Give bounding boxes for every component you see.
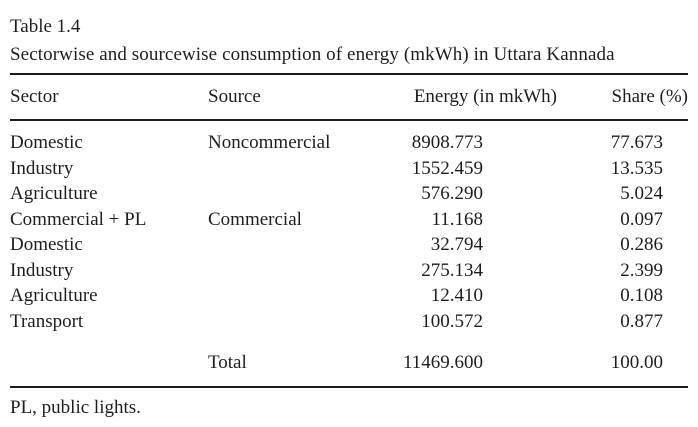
cell-share: 2.399	[620, 259, 663, 281]
col-header-share: Share (%)	[611, 86, 689, 107]
cell-source	[208, 156, 358, 182]
cell-total-energy: 11469.600	[358, 334, 557, 388]
cell-energy: 12.410	[430, 285, 483, 306]
cell-source	[208, 258, 358, 284]
cell-source: Commercial	[208, 208, 302, 230]
table-body: Domestic Noncommercial 8908.773 77.673 I…	[10, 120, 688, 388]
cell-source	[208, 309, 358, 335]
cell-sector: Agriculture	[10, 285, 98, 306]
table-label: Table 1.4	[10, 16, 81, 37]
cell-energy: 1552.459	[411, 157, 483, 179]
cell-share: 0.108	[620, 285, 663, 306]
cell-sector: Transport	[10, 310, 84, 332]
cell-share: 0.877	[620, 310, 663, 332]
energy-consumption-table: Sector Source Energy (in mkWh) Share (%)…	[10, 73, 688, 388]
cell-source	[208, 232, 358, 258]
cell-total-label: Total	[208, 334, 358, 388]
table-row: Industry 275.134 2.399	[10, 258, 688, 284]
cell-source	[208, 283, 358, 309]
cell-share: 5.024	[620, 183, 663, 204]
col-header-source: Source	[208, 86, 261, 107]
cell-sector: Domestic	[10, 132, 83, 153]
table-row: Domestic Noncommercial 8908.773 77.673	[10, 120, 688, 156]
table-title: Sectorwise and sourcewise consumption of…	[10, 44, 615, 65]
cell-sector: Agriculture	[10, 183, 98, 204]
table-header: Sector Source Energy (in mkWh) Share (%)	[10, 74, 688, 120]
cell-source: Noncommercial	[208, 132, 331, 153]
cell-sector: Industry	[10, 259, 74, 281]
cell-energy: 11.168	[431, 208, 483, 230]
cell-sector: Commercial + PL	[10, 208, 147, 230]
header-row: Sector Source Energy (in mkWh) Share (%)	[10, 74, 688, 120]
table-row: Industry 1552.459 13.535	[10, 156, 688, 182]
cell-total-share: 100.00	[557, 334, 688, 388]
cell-share: 0.286	[620, 234, 663, 255]
table-row: Agriculture 12.410 0.108	[10, 283, 688, 309]
total-row: Total 11469.600 100.00	[10, 334, 688, 388]
col-header-sector: Sector	[10, 86, 59, 107]
cell-sector: Industry	[10, 157, 74, 179]
cell-energy: 100.572	[421, 310, 483, 332]
cell-energy: 32.794	[430, 234, 483, 255]
cell-energy: 275.134	[421, 259, 483, 281]
cell-sector: Domestic	[10, 234, 83, 255]
table-footnote: PL, public lights.	[10, 396, 141, 418]
cell-share: 77.673	[610, 132, 663, 153]
cell-energy: 576.290	[421, 183, 483, 204]
table-row: Domestic 32.794 0.286	[10, 232, 688, 258]
table-row: Agriculture 576.290 5.024	[10, 181, 688, 207]
table-row: Commercial + PL Commercial 11.168 0.097	[10, 207, 688, 233]
table-row: Transport 100.572 0.877	[10, 309, 688, 335]
cell-share: 0.097	[620, 208, 663, 230]
cell-source	[208, 181, 358, 207]
cell-energy: 8908.773	[411, 132, 483, 153]
cell-sector	[10, 334, 208, 388]
cell-share: 13.535	[610, 157, 663, 179]
col-header-energy: Energy (in mkWh)	[413, 86, 557, 107]
